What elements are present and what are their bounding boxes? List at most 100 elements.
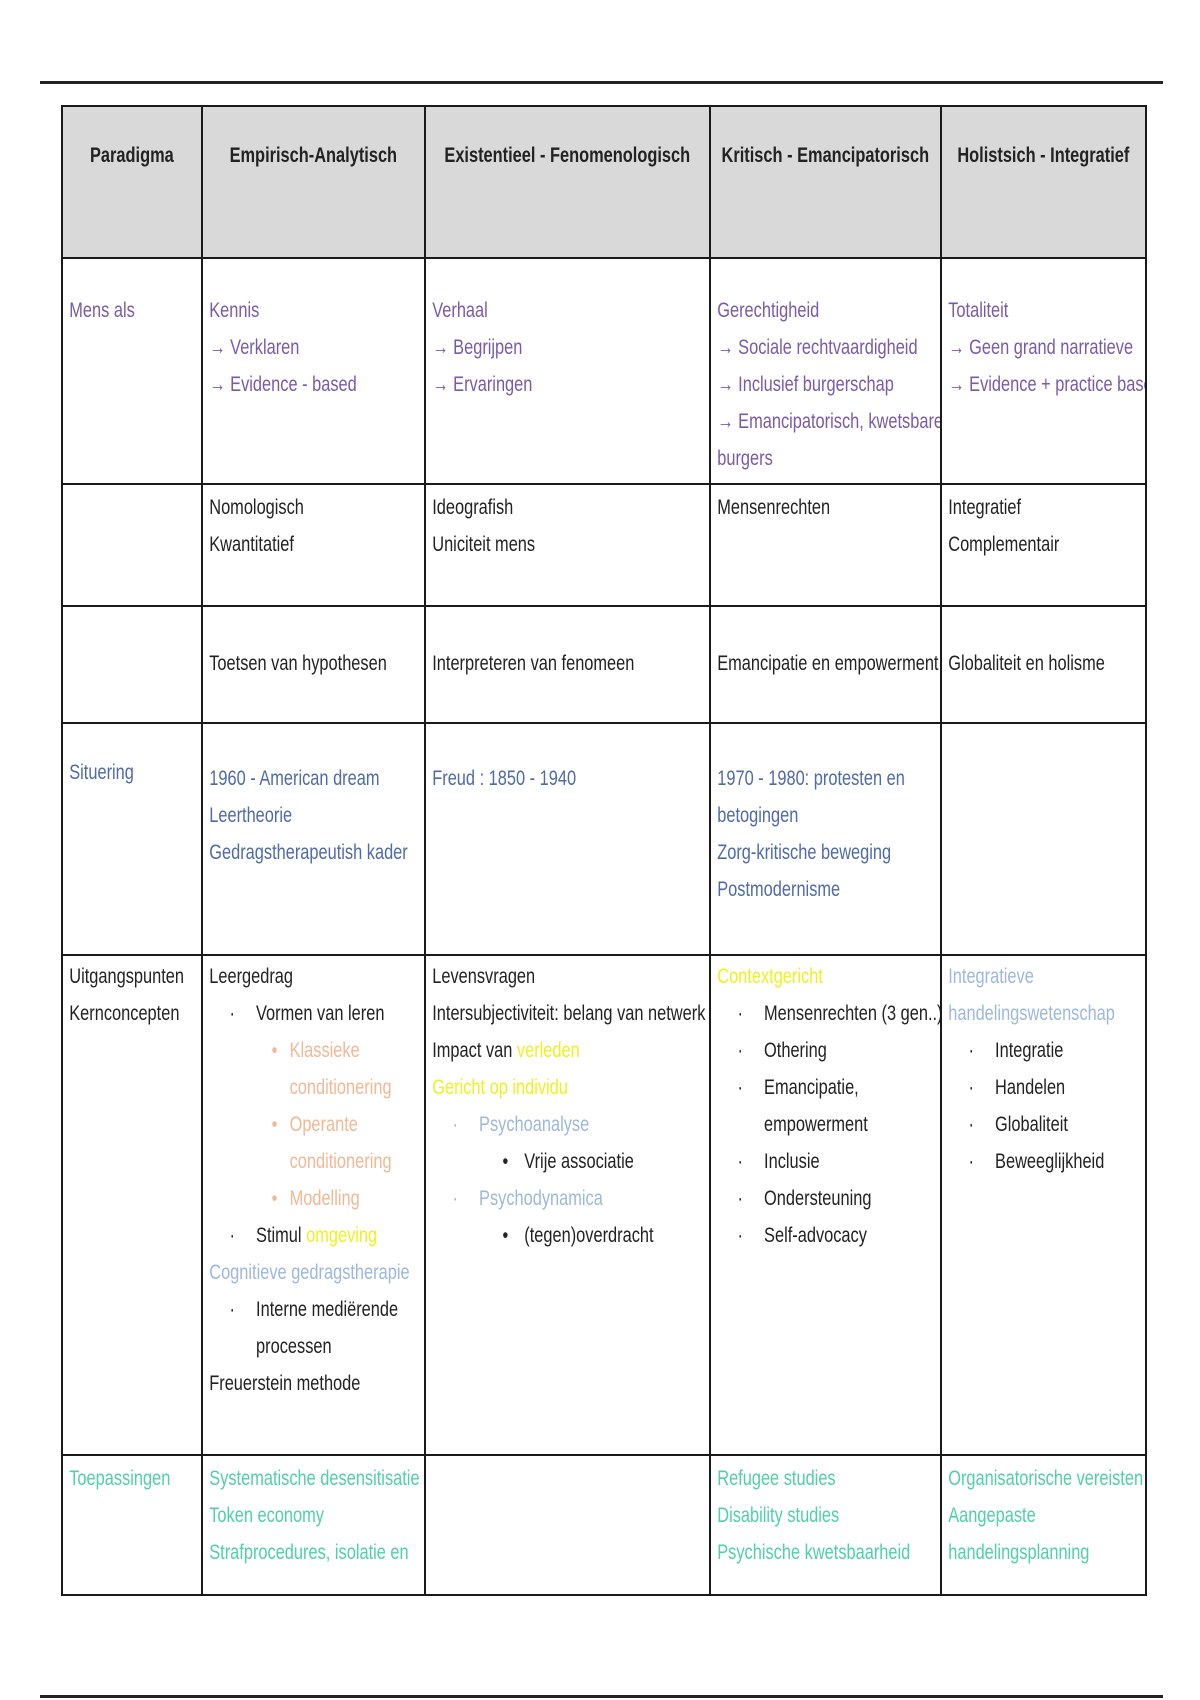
cell-text: Refugee studies [717, 1467, 836, 1490]
text-line: Refugee studies [717, 1460, 939, 1497]
bullet-icon: · [737, 1002, 743, 1025]
cell-text: 1970 - 1980: protesten en [717, 767, 905, 790]
text-line: 1960 - American dream [209, 760, 423, 797]
text-line: Cognitieve gedragstherapie [209, 1254, 423, 1291]
cell-text: Psychische kwetsbaarheid [717, 1541, 911, 1564]
cell-text: Modelling [289, 1187, 360, 1210]
text-line: → Evidence - based [209, 366, 423, 403]
cell-text: Ideografish [432, 496, 514, 519]
text-line: conditionering [209, 1143, 423, 1180]
bullet-icon: · [968, 1039, 974, 1062]
bullet-item: · Stimul omgeving [209, 1217, 423, 1254]
text-line: Emancipatie en empowerment [717, 645, 939, 682]
cell-text: conditionering [289, 1150, 392, 1173]
cell-text: → Inclusief burgerschap [717, 373, 894, 396]
bullet-icon: · [737, 1224, 743, 1247]
bullet-icon: • [271, 1187, 278, 1210]
bullet-item: · Psychodynamica [432, 1180, 708, 1217]
cell-text: Interne mediërende [256, 1298, 399, 1321]
text-line: Freud : 1850 - 1940 [432, 760, 708, 797]
bullet-icon: · [737, 1150, 743, 1173]
bullet-icon: · [968, 1113, 974, 1136]
cell-text: Klassieke [289, 1039, 360, 1062]
cell-text: Mens als [69, 299, 135, 322]
text-line: conditionering [209, 1069, 423, 1106]
cell-text: Handelen [995, 1076, 1066, 1099]
top-rule [40, 81, 1163, 84]
text-line: Nomologisch [209, 489, 423, 526]
bullet-item: · Interne mediërende [209, 1291, 423, 1328]
text-line: Integratief [948, 489, 1144, 526]
bullet-item: · Vormen van leren [209, 995, 423, 1032]
bullet-item: · Psychoanalyse [432, 1106, 708, 1143]
table-cell: 1970 - 1980: protesten en betogingen Zorg-… [709, 722, 942, 956]
cell-text: Toetsen van hypothesen [209, 652, 387, 675]
cell-text: handelingswetenschap [948, 1002, 1115, 1025]
table-cell: Situering [61, 722, 203, 956]
text-line: Contextgericht [717, 958, 939, 995]
table-cell: Freud : 1850 - 1940 [424, 722, 711, 956]
bullet-item: · Beweeglijkheid [948, 1143, 1144, 1180]
text-line: Kwantitatief [209, 526, 423, 563]
text-line: → Sociale rechtvaardigheid [717, 329, 939, 366]
text-line: → Emancipatorisch, kwetsbare [717, 403, 939, 440]
bullet-icon: · [229, 1224, 235, 1247]
table-cell: Levensvragen Intersubjectiviteit: belang … [424, 954, 711, 1456]
cell-text: Impact van [432, 1039, 517, 1062]
table-cell: Mensenrechten [709, 483, 942, 607]
cell-text: → Verklaren [209, 336, 300, 359]
cell-text: Intersubjectiviteit: belang van netwerk [432, 1002, 706, 1025]
text-line: Toepassingen [69, 1460, 200, 1497]
header-cell-holistisch-integratief: Holistsich - Integratief [940, 105, 1147, 259]
cell-text: Toepassingen [69, 1467, 171, 1490]
table-cell: Gerechtigheid → Sociale rechtvaardigheid →… [709, 257, 942, 485]
table-cell: Leergedrag · Vormen van leren • Klassieke con… [201, 954, 426, 1456]
cell-text: verleden [516, 1039, 580, 1062]
text-line: Gericht op individu [432, 1069, 708, 1106]
text-line: Situering [69, 754, 200, 791]
cell-text: Stimul [256, 1224, 307, 1247]
table-cell: Toetsen van hypothesen [201, 605, 426, 724]
bullet-item: • Klassieke [209, 1032, 423, 1069]
header-row: Paradigma Empirisch-Analytisch Existenti… [61, 105, 1147, 259]
text-line: Toetsen van hypothesen [209, 645, 423, 682]
text-line: → Ervaringen [432, 366, 708, 403]
text-line: Postmodernisme [717, 871, 939, 908]
bullet-item: • Vrije associatie [432, 1143, 708, 1180]
text-line: handelingsplanning [948, 1534, 1144, 1571]
text-line: Mensenrechten [717, 489, 939, 526]
bullet-icon: • [502, 1224, 509, 1247]
cell-text: Zorg-kritische beweging [717, 841, 892, 864]
cell-text: Kwantitatief [209, 533, 294, 556]
cell-text: Psychodynamica [479, 1187, 603, 1210]
cell-text: Mensenrechten [717, 496, 831, 519]
text-line: Aangepaste [948, 1497, 1144, 1534]
bullet-icon: • [271, 1039, 278, 1062]
bullet-icon: · [737, 1187, 743, 1210]
table-cell [424, 1454, 711, 1596]
text-line: Disability studies [717, 1497, 939, 1534]
bullet-icon: · [229, 1298, 235, 1321]
bullet-icon: · [968, 1150, 974, 1173]
bullet-item: • Operante [209, 1106, 423, 1143]
text-line: Leertheorie [209, 797, 423, 834]
table-row: Toepassingen Systematische desensitisatie… [61, 1454, 1147, 1596]
text-line: Organisatorische vereisten [948, 1460, 1144, 1497]
cell-text: Interpreteren van fenomeen [432, 652, 635, 675]
bullet-icon: · [229, 1002, 235, 1025]
cell-text: Token economy [209, 1504, 324, 1527]
cell-text: → Evidence - based [209, 373, 357, 396]
text-line: Zorg-kritische beweging [717, 834, 939, 871]
cell-text: Gedragstherapeutish kader [209, 841, 408, 864]
text-line: Kennis [209, 292, 423, 329]
paradigm-table: Paradigma Empirisch-Analytisch Existenti… [61, 105, 1147, 1596]
cell-text: Psychoanalyse [479, 1113, 590, 1136]
cell-text: → Emancipatorisch, kwetsbare [717, 410, 941, 433]
table-cell: Uitgangspunten Kernconcepten [61, 954, 203, 1456]
text-line: Uniciteit mens [432, 526, 708, 563]
cell-text: Verhaal [432, 299, 488, 322]
text-line: Intersubjectiviteit: belang van netwerk [432, 995, 708, 1032]
cell-text: Contextgericht [717, 965, 823, 988]
cell-text: Situering [69, 761, 134, 784]
cell-text: Othering [764, 1039, 827, 1062]
